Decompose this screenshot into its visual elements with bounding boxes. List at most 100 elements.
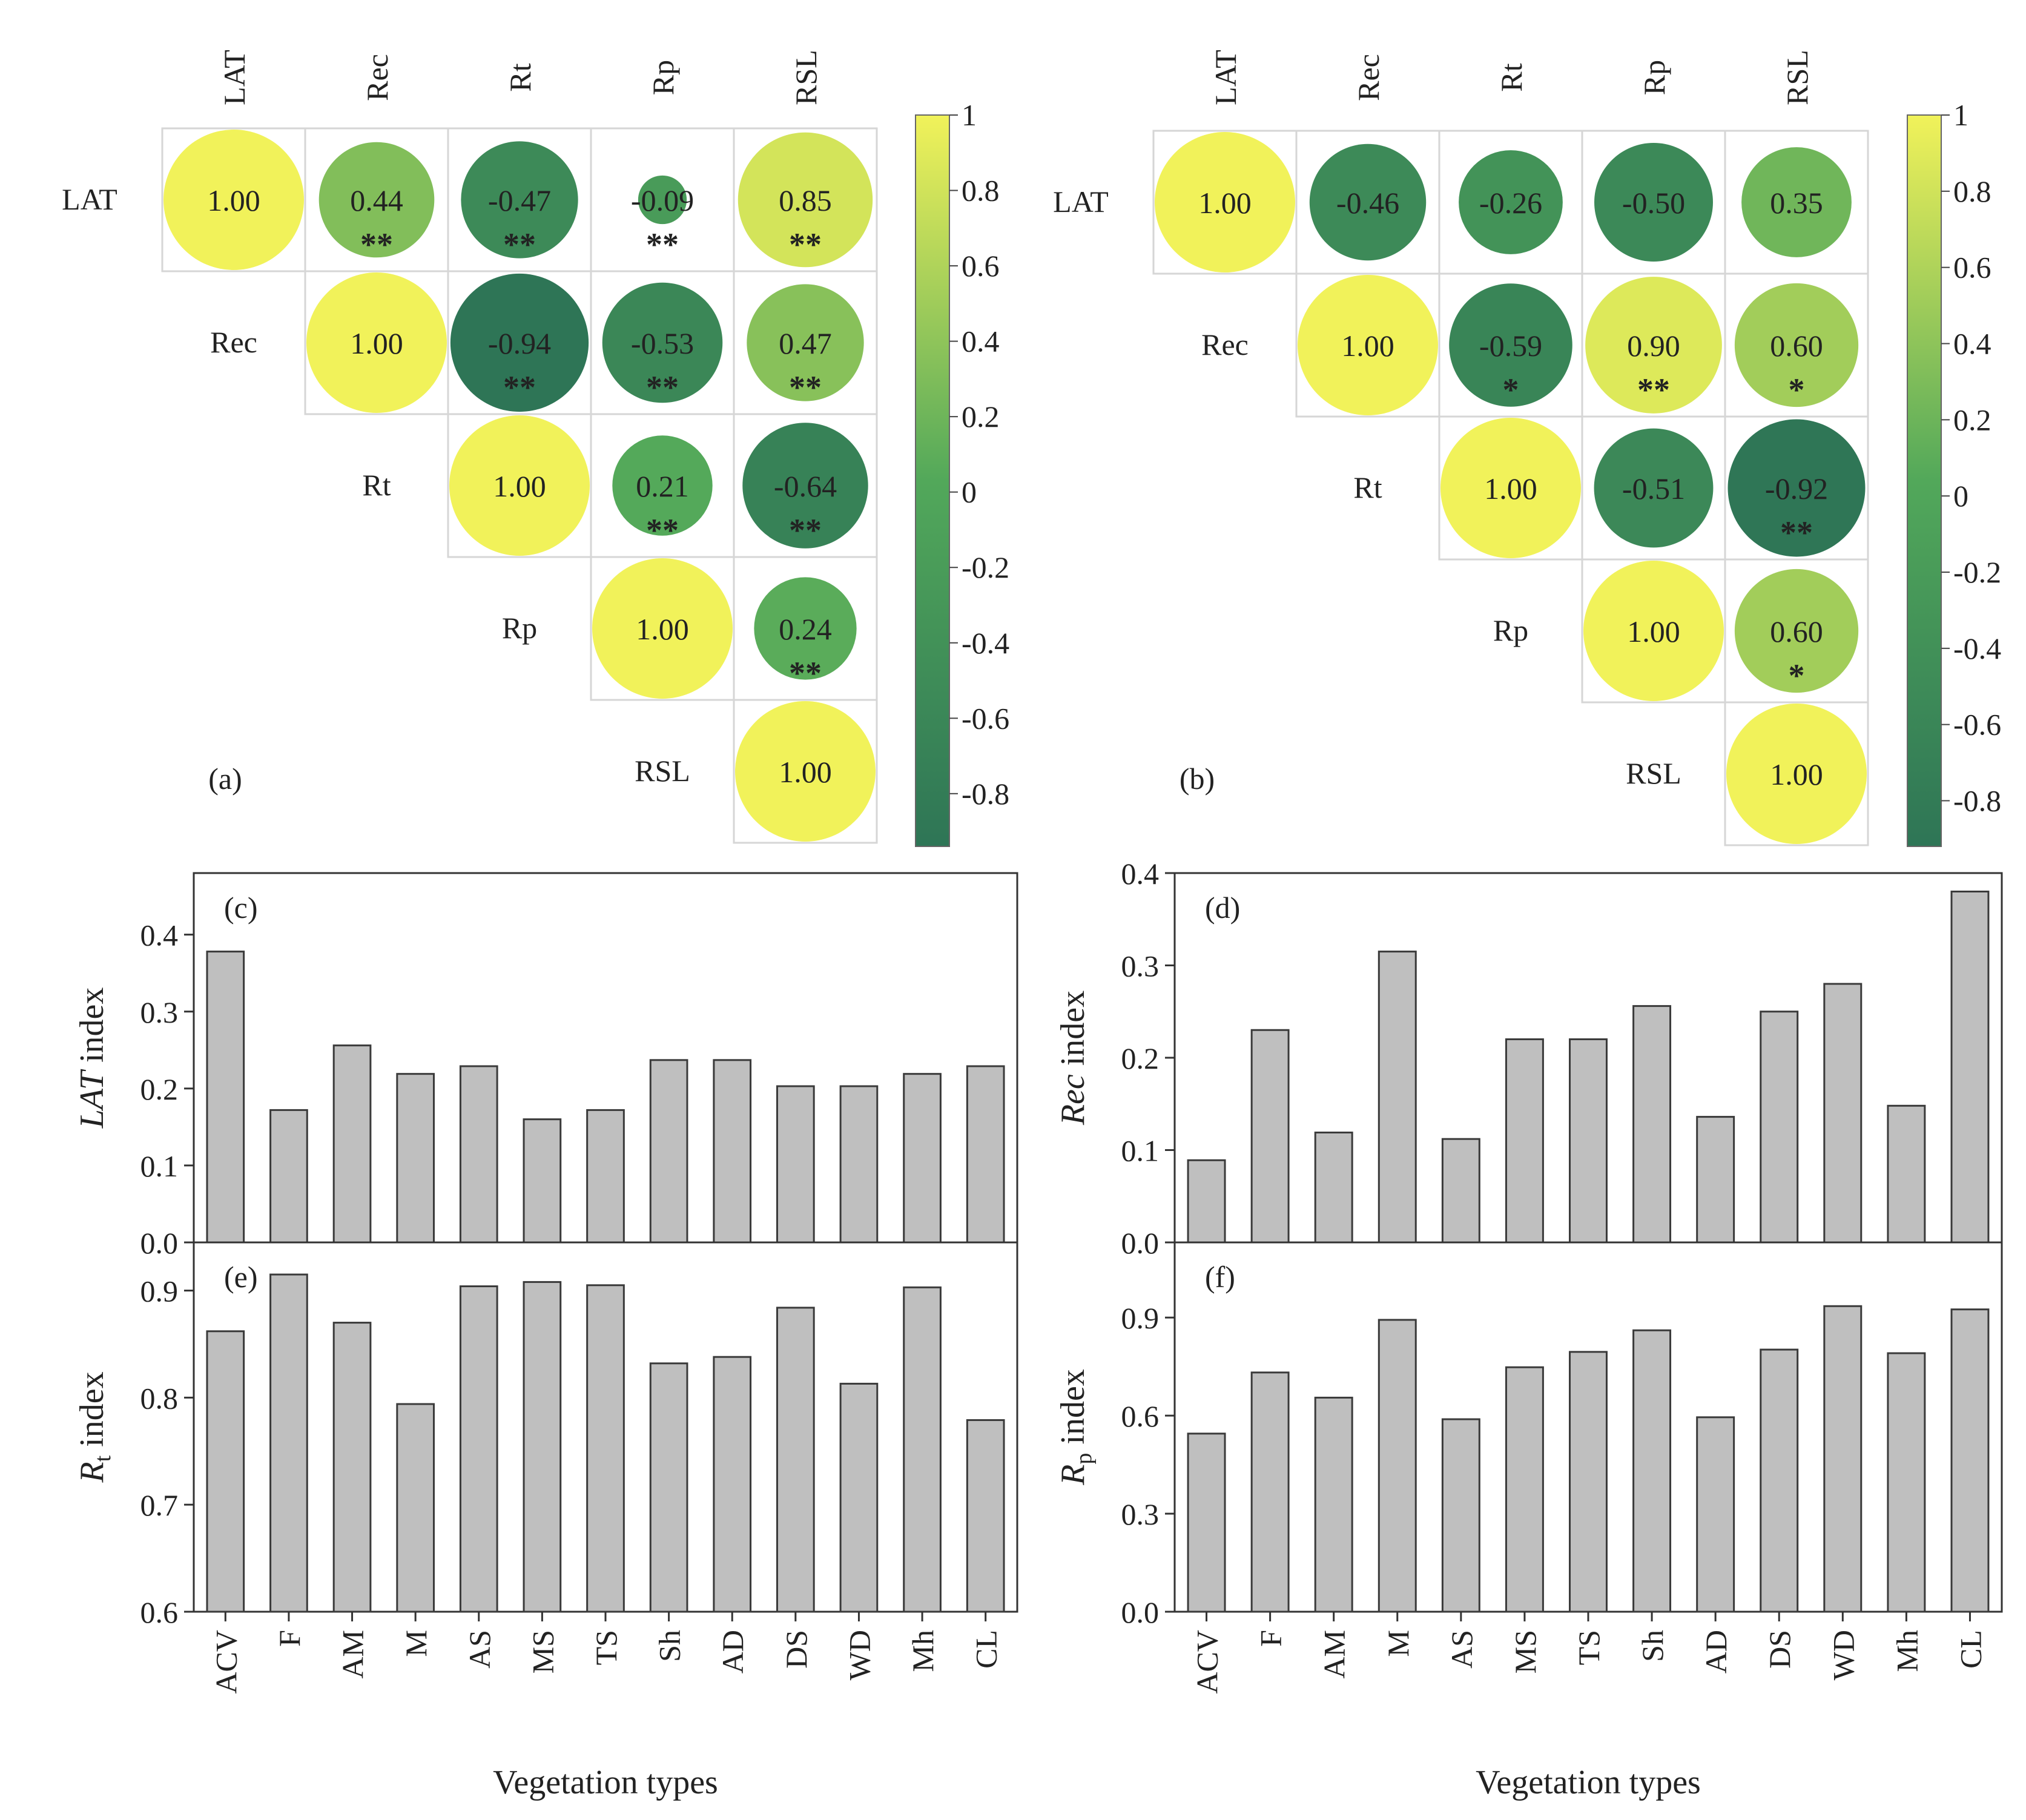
bar [332, 1322, 372, 1613]
y-tick-label: 0.3 [1121, 949, 1160, 983]
significance-mark: * [1789, 372, 1805, 408]
x-tick-label: AM [336, 1630, 370, 1679]
x-tick-label: AD [1699, 1630, 1733, 1673]
y-axis-label-var: LAT [73, 1069, 111, 1129]
bar [1887, 1352, 1926, 1613]
bar [903, 1073, 942, 1244]
bar-chart-d: 0.0 0.1 0.2 0.3 0.4 (d) Rec index [1054, 857, 2003, 1260]
x-tick-label: CL [969, 1630, 1003, 1669]
x-tick-label: WD [842, 1630, 876, 1680]
colorbar-tick-label: -0.4 [962, 626, 1009, 660]
bar [586, 1284, 625, 1613]
y-axis-label-var: Rec [1054, 1074, 1092, 1126]
correlation-matrix-a: LAT Rec Rt Rp RSL 1.00 0.44 ** -0.47 ** -0.09 ** 0.8… [62, 50, 1009, 847]
y-tick-label: 0.6 [1121, 1399, 1160, 1433]
significance-mark: * [1789, 658, 1805, 694]
y-tick-label: 0.8 [140, 1381, 179, 1415]
colorbar-tick-label: 0.6 [1953, 251, 1991, 285]
y-tick-label: 0.4 [1121, 857, 1160, 891]
x-tick-label: CL [1953, 1630, 1987, 1669]
correlation-value: -0.47 [488, 183, 551, 217]
y-axis-label-text: index [1054, 991, 1092, 1074]
colorbar-tick-label: 0.6 [962, 249, 1000, 283]
correlation-circle [306, 272, 447, 413]
correlation-value: -0.46 [1336, 186, 1399, 220]
correlation-circle [1741, 147, 1852, 257]
correlation-value: -0.51 [1622, 472, 1685, 506]
colorbar-tick-label: 0 [1953, 479, 1968, 513]
row-label: LAT [62, 182, 117, 216]
x-tick-label: ACV [209, 1630, 243, 1694]
correlation-circle [638, 175, 687, 225]
y-tick-label: 0.9 [1121, 1301, 1160, 1335]
significance-mark: ** [503, 226, 536, 263]
bar [1187, 1159, 1226, 1244]
x-tick-label: MS [1508, 1630, 1542, 1673]
y-axis-label: Rec index [1054, 991, 1092, 1126]
correlation-value: 1.00 [1484, 472, 1537, 506]
correlation-value: -0.94 [488, 326, 551, 360]
bar [1314, 1396, 1353, 1613]
row-label: Rp [1493, 613, 1528, 647]
x-tick-label: Sh [653, 1630, 687, 1662]
y-axis-label: Rt index [73, 1371, 116, 1483]
bar [1505, 1366, 1544, 1613]
row-label: LAT [1053, 185, 1109, 219]
row-label: Rp [502, 611, 537, 645]
column-header: Rp [1637, 60, 1671, 95]
x-tick-label: AS [463, 1630, 497, 1669]
bar [1250, 1371, 1290, 1613]
significance-mark: ** [360, 226, 393, 263]
bar-chart-e: 0.6 0.7 0.8 0.9 ACV F AM M AS MS TS Sh AD DS WD Mh CL (e)… [73, 1241, 1018, 1801]
row-label: Rec [210, 325, 257, 359]
correlation-value: 1.00 [1627, 615, 1680, 648]
column-header: Rp [646, 60, 680, 95]
correlation-value: 0.44 [350, 183, 403, 217]
y-axis-label-text: index [73, 1371, 111, 1455]
bar [1760, 1348, 1799, 1613]
correlation-value: 0.85 [779, 183, 832, 217]
y-axis-label-var: R [1054, 1465, 1092, 1486]
correlation-value: 1.00 [779, 755, 832, 789]
row-label: RSL [1626, 756, 1681, 790]
correlation-value: -0.92 [1765, 472, 1828, 506]
correlation-circle [737, 132, 873, 268]
colorbar-tick-label: 1 [1953, 98, 1968, 132]
x-axis-label: Vegetation types [493, 1764, 718, 1801]
bar [459, 1285, 498, 1613]
y-tick-label: 0.2 [1121, 1041, 1160, 1075]
y-axis-label: LAT index [73, 987, 111, 1129]
bar [776, 1307, 815, 1613]
correlation-circle [612, 435, 713, 536]
y-tick-label: 0.0 [1121, 1595, 1160, 1629]
y-tick-label: 0.9 [140, 1274, 179, 1308]
correlation-circle [754, 577, 857, 680]
significance-mark: ** [789, 369, 822, 406]
significance-mark: ** [789, 226, 822, 263]
bar [332, 1044, 372, 1244]
y-tick-label: 0.6 [140, 1595, 179, 1629]
colorbar-tick-label: -0.8 [1953, 784, 2001, 818]
correlation-circle [1585, 277, 1722, 414]
correlation-value: 0.35 [1770, 186, 1823, 220]
y-axis-label-subscript: t [90, 1455, 116, 1462]
bar [1314, 1132, 1353, 1244]
bar [523, 1118, 562, 1244]
x-tick-label: WD [1826, 1630, 1860, 1680]
bar [396, 1403, 435, 1613]
bar [1378, 1319, 1417, 1613]
x-axis-label: Vegetation types [1476, 1764, 1701, 1801]
bar [839, 1382, 879, 1613]
x-tick-label: M [399, 1630, 433, 1657]
bar [1632, 1005, 1672, 1244]
bar [1887, 1104, 1926, 1244]
column-header: Rec [360, 54, 394, 101]
bar [1378, 951, 1417, 1244]
bar [206, 951, 245, 1244]
correlation-value: 0.60 [1770, 329, 1823, 363]
bar [269, 1109, 308, 1244]
significance-mark: ** [646, 512, 679, 549]
matrix-cell [1724, 701, 1869, 846]
correlation-value: -0.64 [774, 469, 837, 503]
correlation-value: 0.21 [636, 469, 689, 503]
